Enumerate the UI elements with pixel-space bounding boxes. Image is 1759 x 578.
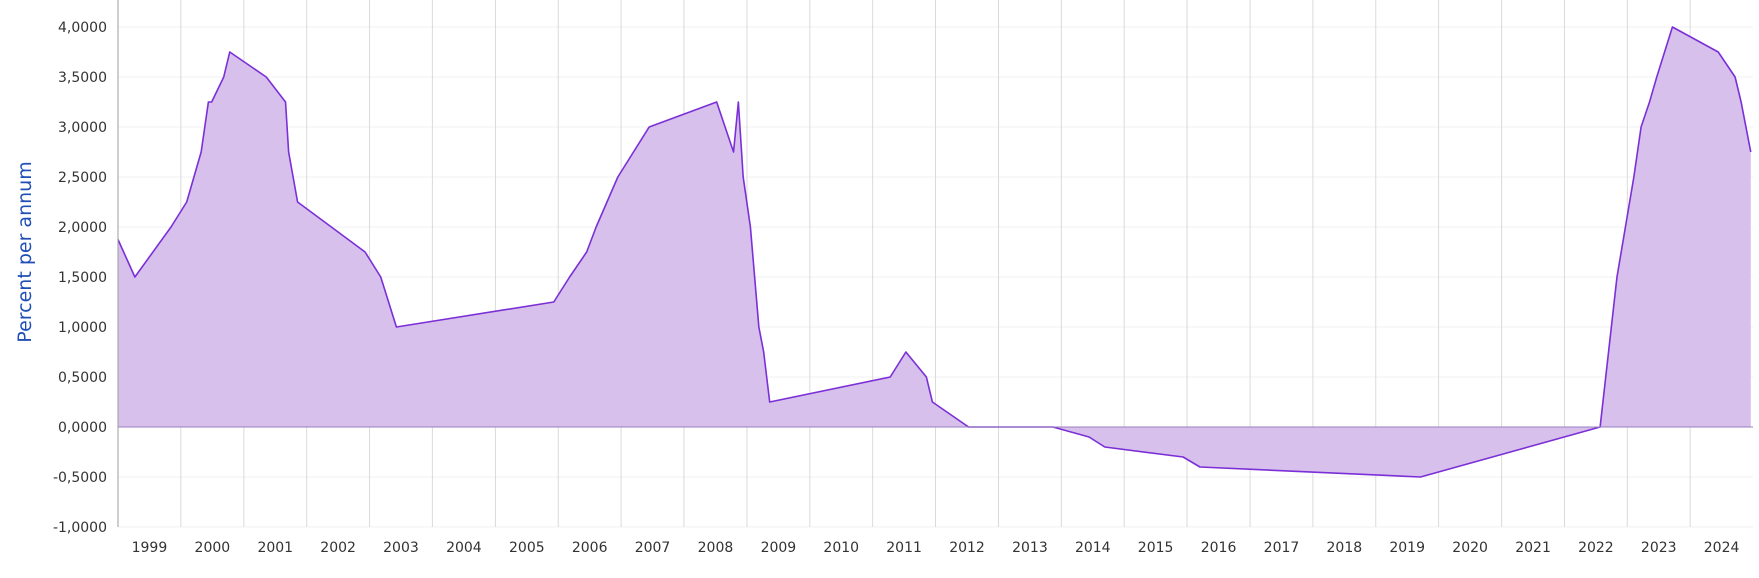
x-tick-label: 2010 (823, 540, 859, 556)
x-axis-tick-labels: 1999 2000 2001 2002 2003 2004 2005 2006 2007 2008… (132, 540, 1740, 556)
x-tick-label: 2003 (383, 540, 419, 556)
y-tick-label: 1,5000 (58, 270, 107, 286)
x-tick-label: 2009 (761, 540, 797, 556)
x-tick-label: 2000 (195, 540, 231, 556)
x-tick-label: 2005 (509, 540, 545, 556)
x-tick-label: 2008 (698, 540, 734, 556)
axes (117, 0, 1753, 527)
x-tick-label: 2021 (1515, 540, 1551, 556)
x-tick-label: 2017 (1264, 540, 1300, 556)
x-tick-label: 1999 (132, 540, 168, 556)
y-tick-label: 1,0000 (58, 320, 107, 336)
x-tick-label: 2004 (446, 540, 482, 556)
x-tick-label: 2013 (1012, 540, 1048, 556)
x-tick-label: 2012 (949, 540, 985, 556)
series-area-fill (118, 27, 1751, 477)
y-tick-label: 2,0000 (58, 220, 107, 236)
x-tick-label: 2024 (1704, 540, 1740, 556)
y-tick-label: 3,0000 (58, 120, 107, 136)
x-tick-label: 2019 (1389, 540, 1425, 556)
x-tick-label: 2022 (1578, 540, 1614, 556)
y-axis-label: Percent per annum (14, 161, 36, 342)
x-tick-label: 2011 (886, 540, 922, 556)
y-tick-label: -1,0000 (53, 520, 107, 536)
y-tick-label: 0,0000 (58, 420, 107, 436)
series-area-layer (117, 26, 1752, 478)
y-tick-label: -0,5000 (53, 470, 107, 486)
x-tick-label: 2002 (320, 540, 356, 556)
series-line (117, 26, 1752, 478)
x-tick-label: 2007 (635, 540, 671, 556)
x-tick-label: 2006 (572, 540, 608, 556)
x-tick-label: 2001 (257, 540, 293, 556)
y-axis-tick-labels: 4,0000 3,5000 3,0000 2,5000 2,0000 1,5000 1,00… (53, 20, 107, 536)
y-tick-label: 4,0000 (58, 20, 107, 36)
y-tick-label: 3,5000 (58, 70, 107, 86)
x-tick-label: 2015 (1138, 540, 1174, 556)
y-tick-label: 0,5000 (58, 370, 107, 386)
y-tick-label: 2,5000 (58, 170, 107, 186)
x-tick-label: 2018 (1327, 540, 1363, 556)
x-tick-label: 2014 (1075, 540, 1111, 556)
x-tick-label: 2023 (1641, 540, 1677, 556)
x-tick-label: 2020 (1452, 540, 1488, 556)
x-tick-label: 2016 (1201, 540, 1237, 556)
